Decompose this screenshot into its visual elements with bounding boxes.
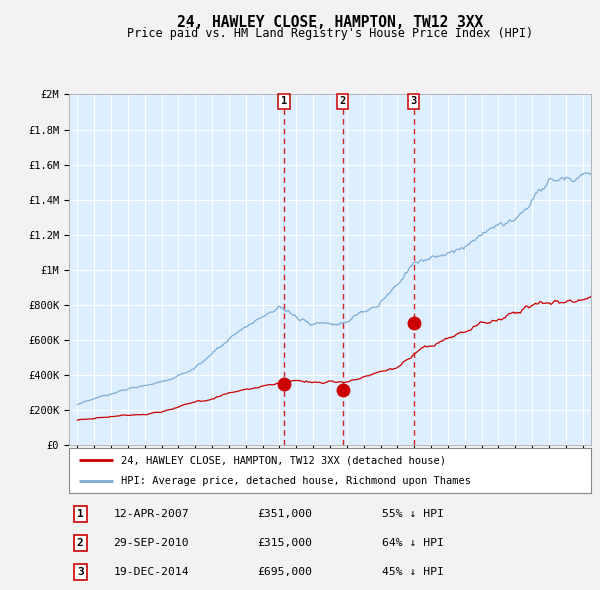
Text: £351,000: £351,000 xyxy=(257,509,312,519)
Text: 29-SEP-2010: 29-SEP-2010 xyxy=(113,538,189,548)
Text: 1: 1 xyxy=(77,509,83,519)
Text: 2: 2 xyxy=(77,538,83,548)
Text: 2: 2 xyxy=(340,96,346,106)
Text: Price paid vs. HM Land Registry's House Price Index (HPI): Price paid vs. HM Land Registry's House … xyxy=(127,27,533,40)
Text: 45% ↓ HPI: 45% ↓ HPI xyxy=(382,568,444,578)
Text: 12-APR-2007: 12-APR-2007 xyxy=(113,509,189,519)
Text: 24, HAWLEY CLOSE, HAMPTON, TW12 3XX: 24, HAWLEY CLOSE, HAMPTON, TW12 3XX xyxy=(177,15,483,30)
Text: £695,000: £695,000 xyxy=(257,568,312,578)
Text: 24, HAWLEY CLOSE, HAMPTON, TW12 3XX (detached house): 24, HAWLEY CLOSE, HAMPTON, TW12 3XX (det… xyxy=(121,455,446,466)
Text: 55% ↓ HPI: 55% ↓ HPI xyxy=(382,509,444,519)
Text: 19-DEC-2014: 19-DEC-2014 xyxy=(113,568,189,578)
Text: 3: 3 xyxy=(77,568,83,578)
Text: 3: 3 xyxy=(410,96,417,106)
Text: HPI: Average price, detached house, Richmond upon Thames: HPI: Average price, detached house, Rich… xyxy=(121,476,471,486)
Text: 64% ↓ HPI: 64% ↓ HPI xyxy=(382,538,444,548)
Text: 1: 1 xyxy=(281,96,287,106)
Text: £315,000: £315,000 xyxy=(257,538,312,548)
